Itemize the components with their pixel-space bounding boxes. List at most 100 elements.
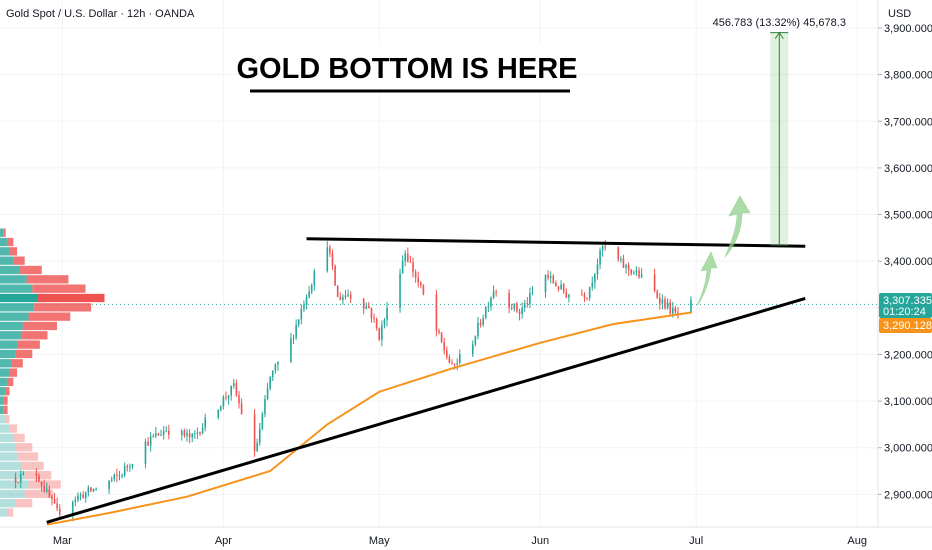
candle-up [204,417,207,428]
ma-value-label: 3,290.128 [883,320,932,332]
profile-down-bar [3,405,8,415]
candle-down [435,294,438,331]
profile-up-bar [0,303,35,312]
candle-up [456,363,458,365]
candle-down [378,327,381,340]
candle-up [92,489,95,492]
candle-up [326,247,329,272]
measure-tool[interactable]: 456.783 (13.32%) 45,678.3 [713,17,846,246]
candle-up [458,354,461,364]
candle-up [22,473,25,475]
candle-up [201,427,204,434]
candle-up [217,410,220,418]
candle-down [17,482,19,484]
candle-up [79,494,82,496]
candle-down [368,305,370,309]
profile-down-bar [38,293,105,303]
profile-down-bar [3,228,6,237]
candle-down [417,277,420,283]
candle-up [529,292,531,304]
candle-down [638,270,640,277]
candle-down [440,332,443,342]
candle-down [157,433,160,436]
profile-down-bar [7,377,14,387]
candle-down [188,433,191,438]
profile-up-bar [0,480,29,489]
candle-up [277,361,279,365]
candle-down [510,308,513,310]
trendlines[interactable] [46,237,806,524]
candle-down [412,262,414,273]
candle-up [222,397,225,407]
profile-down-bar [32,284,86,293]
candle-up [591,282,594,288]
profile-down-bar [13,433,25,443]
candle-down [508,292,510,309]
candle-up [196,432,199,434]
symbol-title: Gold Spot / U.S. Dollar · 12h · OANDA [6,8,195,20]
candle-up [77,495,79,500]
candle-up [635,270,638,273]
candle-up [300,308,303,320]
profile-down-bar [9,424,18,433]
price-tick-label: 3,500.000 [884,210,932,222]
candle-up [295,324,297,338]
candle-down [339,297,342,301]
volume-profile [0,228,105,517]
time-axis[interactable]: Mar Apr May Jun Jul Aug [53,535,867,547]
resistance-trendline[interactable] [306,237,806,248]
profile-down-bar [5,415,10,424]
candle-down [90,487,92,492]
candle-down [552,276,555,283]
price-tick-label: 3,700.000 [884,116,932,128]
candle-down [526,303,529,305]
profile-up-bar [0,396,4,405]
candle-up [633,272,635,274]
profile-down-bar [20,461,44,471]
candle-up [568,294,570,298]
candle-up [344,295,347,298]
candle-up [186,433,188,436]
currency-label[interactable]: USD [888,8,911,20]
candle-up [482,317,484,325]
profile-up-bar [0,387,6,396]
profile-up-bar [0,377,8,387]
candle-up [87,487,90,493]
candle-down [565,291,568,298]
profile-down-bar [7,508,14,517]
candle-up [303,305,305,309]
candle-up [129,466,131,468]
candle-down [583,294,586,298]
candle-up [492,291,495,298]
price-tick-label: 3,000.000 [884,443,932,455]
candle-up [549,276,552,278]
price-tick-label: 3,900.000 [884,23,932,35]
profile-down-bar [11,359,23,368]
profile-up-bar [0,433,14,443]
support-trendline[interactable] [46,297,806,524]
profile-down-bar [24,471,52,480]
candle-up [625,264,627,268]
profile-down-bar [15,349,33,359]
candle-up [560,284,562,290]
candle-up [690,299,692,313]
candle-up [404,253,407,262]
profile-down-bar [26,275,69,284]
profile-up-bar [0,331,21,340]
candle-up [596,264,599,275]
candle-up [531,292,534,294]
headline-box [250,43,570,93]
candle-down [168,430,170,435]
candle-down [518,311,521,314]
profile-down-bar [22,321,57,331]
candle-up [274,364,277,371]
time-tick-label: Apr [215,535,232,547]
candle-down [147,441,149,446]
candle-down [453,363,456,365]
candle-down [329,247,331,254]
price-tick-label: 2,900.000 [884,489,932,501]
profile-up-bar [0,471,25,480]
candle-up [599,250,601,265]
